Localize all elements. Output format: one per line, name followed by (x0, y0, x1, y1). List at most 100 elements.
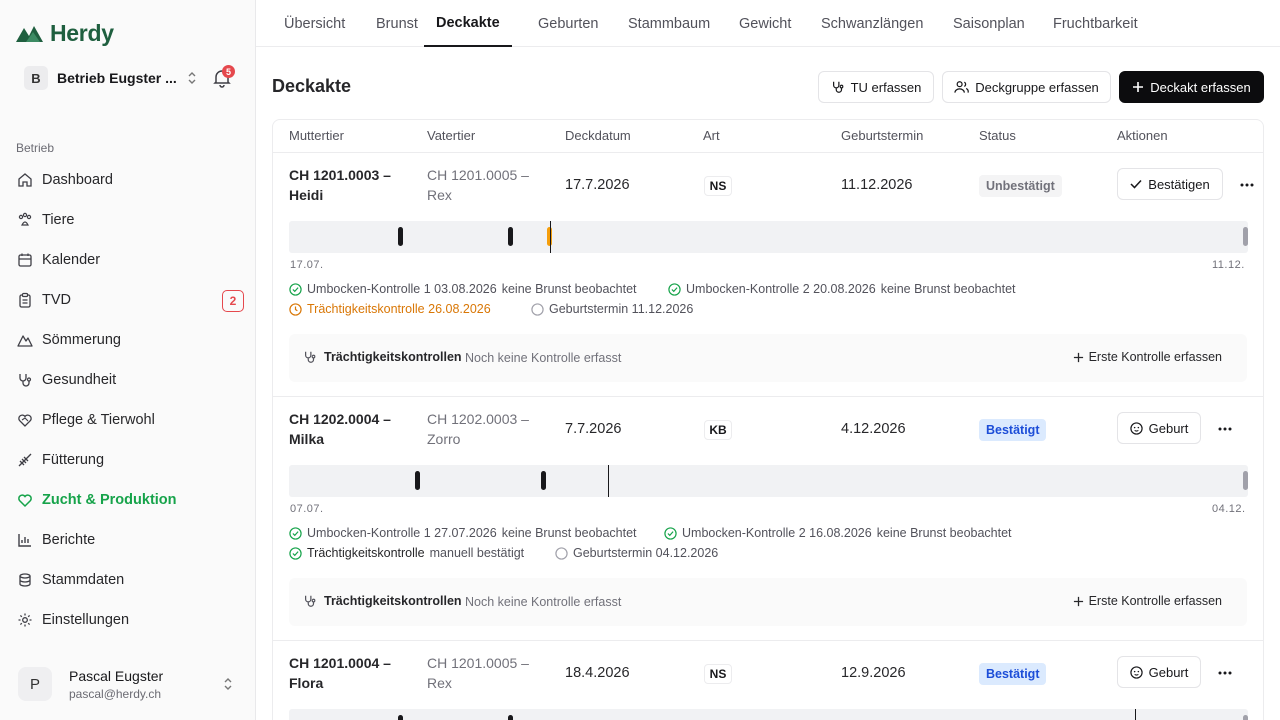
timeline-today-line (608, 465, 609, 497)
sidebar-item-tiere[interactable]: Tiere (8, 202, 248, 238)
tu-erfassen-button[interactable]: TU erfassen (818, 71, 934, 103)
tu-erfassen-label: TU erfassen (850, 79, 922, 95)
deckakte-table (272, 119, 1264, 720)
wheat-icon (16, 451, 34, 469)
controls-empty-text: Noch keine Kontrolle erfasst (465, 351, 622, 365)
herdy-logo-icon (16, 26, 43, 42)
more-options-icon[interactable] (1215, 663, 1235, 683)
mother-name[interactable]: Milka (289, 431, 325, 447)
column-header-muttertier[interactable]: Muttertier (289, 128, 344, 143)
timeline-marker-umbocken-1[interactable] (415, 471, 420, 490)
sidebar-item-label: Kalender (42, 252, 101, 268)
sidebar-item-berichte[interactable]: Berichte (8, 522, 248, 558)
event-label: Umbocken-Kontrolle 1 27.07.2026 (307, 526, 497, 540)
user-email: pascal@herdy.ch (69, 686, 162, 701)
more-options-icon[interactable] (1215, 419, 1235, 439)
tab-schwanzlaengen[interactable]: Schwanzlängen (821, 15, 924, 32)
tab-stammbaum[interactable]: Stammbaum (628, 15, 711, 32)
event-umbocken-1: Umbocken-Kontrolle 1 27.07.2026 keine Br… (289, 526, 637, 540)
check-icon (1130, 179, 1142, 189)
add-control-label: Erste Kontrolle erfassen (1088, 350, 1222, 364)
pregnancy-timeline (289, 221, 1248, 253)
plus-icon (1073, 352, 1083, 362)
column-header-deckdatum[interactable]: Deckdatum (565, 128, 631, 143)
event-umbocken-2: Umbocken-Kontrolle 2 16.08.2026 keine Br… (664, 526, 1012, 540)
mother-name[interactable]: Flora (289, 675, 324, 691)
column-header-status[interactable]: Status (979, 128, 1016, 143)
sidebar-item-gesundheit[interactable]: Gesundheit (8, 362, 248, 398)
farm-switcher[interactable]: B Betrieb Eugster ... (16, 62, 204, 94)
user-menu[interactable]: P Pascal Eugster pascal@herdy.ch (8, 660, 248, 708)
sidebar-item-zucht[interactable]: Zucht & Produktion (8, 482, 248, 518)
sidebar-item-einstellungen[interactable]: Einstellungen (8, 602, 248, 638)
father-id[interactable]: CH 1201.0005 – (427, 167, 529, 183)
mother-id[interactable]: CH 1202.0004 – (289, 411, 391, 427)
plus-icon (1133, 82, 1144, 92)
father-name[interactable]: Rex (427, 187, 452, 203)
sidebar-item-soemmerung[interactable]: Sömmerung (8, 322, 248, 358)
stethoscope-icon (16, 371, 34, 389)
brand-logo[interactable]: Herdy (16, 20, 114, 46)
timeline-marker-geburtstermin[interactable] (1243, 227, 1248, 246)
father-id[interactable]: CH 1202.0003 – (427, 411, 529, 427)
timeline-marker-umbocken-2[interactable] (541, 471, 546, 490)
mother-id[interactable]: CH 1201.0004 – (289, 655, 391, 671)
event-state: keine Brunst beobachtet (876, 526, 1012, 540)
sidebar-item-pflege[interactable]: Pflege & Tierwohl (8, 402, 248, 438)
timeline-marker-geburtstermin[interactable] (1243, 471, 1248, 490)
brand-name: Herdy (50, 19, 114, 46)
sidebar-item-tvd[interactable]: TVD 2 (8, 282, 248, 318)
column-header-art[interactable]: Art (703, 128, 720, 143)
add-control-label: Erste Kontrolle erfassen (1088, 594, 1222, 608)
father-name[interactable]: Zorro (427, 431, 461, 447)
bestaetigen-button[interactable]: Bestätigen (1117, 168, 1223, 200)
user-name: Pascal Eugster (69, 667, 164, 684)
controls-label: Trächtigkeitskontrollen (324, 594, 462, 608)
father-id[interactable]: CH 1201.0005 – (427, 655, 529, 671)
event-state: keine Brunst beobachtet (501, 526, 637, 540)
timeline-marker-geburtstermin[interactable] (1243, 715, 1248, 720)
deckdatum: 18.4.2026 (565, 665, 630, 681)
geburt-button[interactable]: Geburt (1117, 656, 1201, 688)
deckgruppe-erfassen-button[interactable]: Deckgruppe erfassen (942, 71, 1111, 103)
users-icon (954, 81, 969, 93)
sidebar-item-kalender[interactable]: Kalender (8, 242, 248, 278)
sidebar-item-label: Einstellungen (42, 612, 130, 628)
timeline-marker-umbocken-2[interactable] (508, 227, 513, 246)
tab-geburten[interactable]: Geburten (538, 15, 599, 32)
event-state: keine Brunst beobachtet (501, 282, 637, 296)
tab-deckakte[interactable]: Deckakte (424, 0, 512, 47)
sidebar-item-dashboard[interactable]: Dashboard (8, 162, 248, 198)
sidebar-item-label: Fütterung (42, 452, 105, 468)
event-geburtstermin: Geburtstermin 11.12.2026 (531, 302, 693, 316)
tab-gewicht[interactable]: Gewicht (739, 15, 792, 32)
deckakt-erfassen-button[interactable]: Deckakt erfassen (1119, 71, 1264, 103)
check-circle-icon (289, 546, 302, 560)
father-name[interactable]: Rex (427, 675, 452, 691)
timeline-marker-traechtigkeitskontrolle[interactable] (547, 227, 552, 246)
mother-id[interactable]: CH 1201.0003 – (289, 167, 391, 183)
tab-uebersicht[interactable]: Übersicht (284, 15, 346, 32)
column-header-geburtstermin[interactable]: Geburtstermin (841, 128, 924, 143)
sidebar-item-fuetterung[interactable]: Fütterung (8, 442, 248, 478)
tab-brunst[interactable]: Brunst (376, 15, 418, 32)
more-options-icon[interactable] (1237, 175, 1257, 195)
deckgruppe-erfassen-label: Deckgruppe erfassen (975, 79, 1099, 95)
stethoscope-icon (305, 351, 316, 363)
tab-fruchtbarkeit[interactable]: Fruchtbarkeit (1053, 15, 1138, 32)
erste-kontrolle-erfassen-button[interactable]: Erste Kontrolle erfassen (1073, 594, 1222, 608)
tab-saisonplan[interactable]: Saisonplan (953, 15, 1025, 32)
column-header-vatertier[interactable]: Vatertier (427, 128, 476, 143)
row-divider (273, 396, 1263, 397)
sidebar-item-stammdaten[interactable]: Stammdaten (8, 562, 248, 598)
erste-kontrolle-erfassen-button[interactable]: Erste Kontrolle erfassen (1073, 350, 1222, 364)
tab-bar: Übersicht Brunst Deckakte Geburten Stamm… (256, 0, 1280, 47)
geburt-button[interactable]: Geburt (1117, 412, 1201, 444)
sidebar-item-label: Sömmerung (42, 332, 121, 348)
timeline-marker-umbocken-2[interactable] (508, 715, 513, 720)
check-circle-icon (668, 282, 681, 296)
timeline-marker-umbocken-1[interactable] (398, 227, 403, 246)
clock-icon (289, 302, 302, 316)
timeline-marker-umbocken-1[interactable] (398, 715, 403, 720)
mother-name[interactable]: Heidi (289, 187, 324, 203)
